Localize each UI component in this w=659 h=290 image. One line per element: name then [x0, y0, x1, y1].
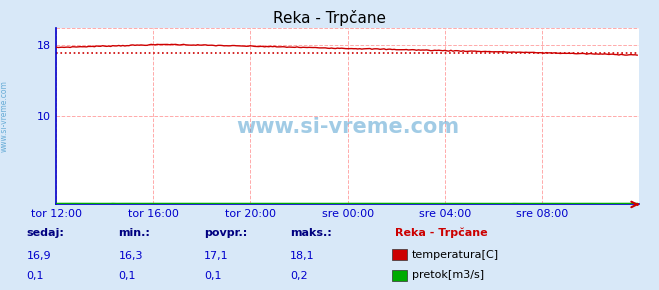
Text: min.:: min.:	[119, 228, 150, 238]
Text: Reka - Trpčane: Reka - Trpčane	[395, 228, 488, 238]
Text: temperatura[C]: temperatura[C]	[412, 250, 499, 260]
Text: 0,1: 0,1	[119, 271, 136, 281]
Text: www.si-vreme.com: www.si-vreme.com	[0, 80, 9, 152]
Text: 17,1: 17,1	[204, 251, 229, 261]
Text: 0,1: 0,1	[26, 271, 44, 281]
Text: 18,1: 18,1	[290, 251, 314, 261]
Text: maks.:: maks.:	[290, 228, 331, 238]
Text: 0,2: 0,2	[290, 271, 308, 281]
Text: www.si-vreme.com: www.si-vreme.com	[236, 117, 459, 137]
Text: 16,3: 16,3	[119, 251, 143, 261]
Text: 0,1: 0,1	[204, 271, 222, 281]
Text: Reka - Trpčane: Reka - Trpčane	[273, 10, 386, 26]
Text: povpr.:: povpr.:	[204, 228, 248, 238]
Text: pretok[m3/s]: pretok[m3/s]	[412, 270, 484, 280]
Text: sedaj:: sedaj:	[26, 228, 64, 238]
Text: 16,9: 16,9	[26, 251, 51, 261]
